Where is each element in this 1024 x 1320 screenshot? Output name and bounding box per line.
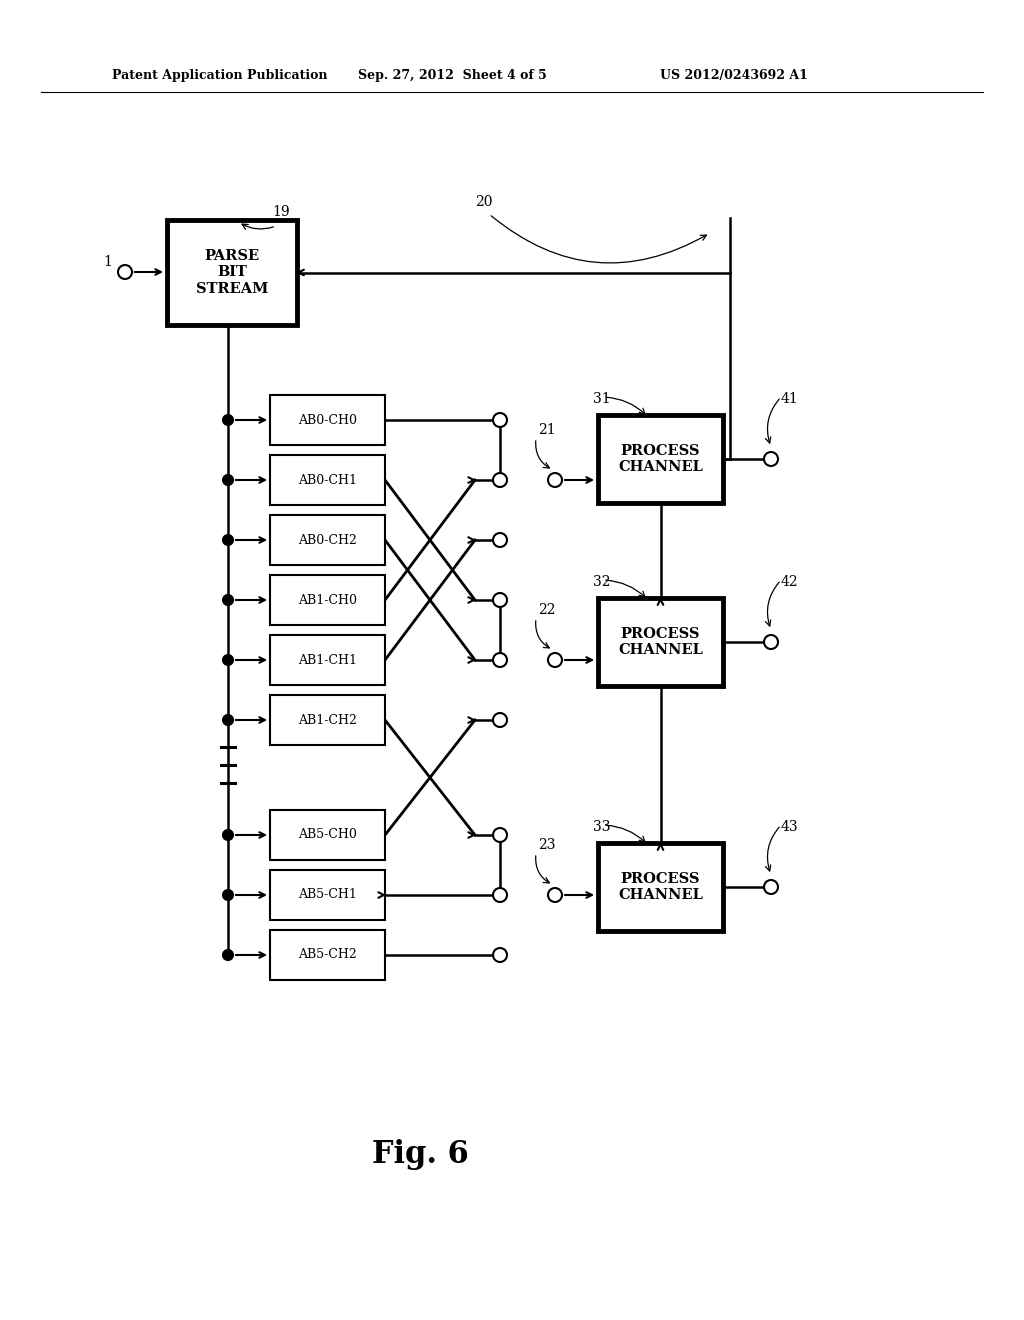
Circle shape: [223, 830, 233, 840]
Bar: [270, 635, 385, 685]
Bar: [598, 843, 723, 931]
Text: 22: 22: [538, 603, 555, 616]
Circle shape: [765, 453, 777, 465]
Text: PROCESS
CHANNEL: PROCESS CHANNEL: [618, 627, 702, 657]
Circle shape: [223, 414, 233, 425]
Circle shape: [494, 949, 506, 961]
Circle shape: [549, 890, 561, 902]
Text: 33: 33: [593, 820, 610, 834]
Text: PROCESS
CHANNEL: PROCESS CHANNEL: [618, 444, 702, 474]
Bar: [598, 598, 723, 686]
Circle shape: [494, 829, 506, 841]
Circle shape: [549, 474, 561, 486]
Text: 32: 32: [593, 576, 610, 589]
Circle shape: [494, 474, 506, 486]
Circle shape: [119, 267, 131, 279]
Bar: [270, 931, 385, 979]
Text: AB5-CH1: AB5-CH1: [298, 888, 357, 902]
Text: AB5-CH0: AB5-CH0: [298, 829, 357, 842]
Text: US 2012/0243692 A1: US 2012/0243692 A1: [660, 69, 808, 82]
Text: AB1-CH2: AB1-CH2: [298, 714, 357, 726]
Bar: [270, 455, 385, 506]
Circle shape: [223, 535, 233, 545]
Text: 23: 23: [538, 838, 555, 851]
Bar: [270, 696, 385, 744]
Text: AB1-CH1: AB1-CH1: [298, 653, 357, 667]
Bar: [167, 220, 297, 325]
Text: 31: 31: [593, 392, 610, 407]
Text: 19: 19: [272, 205, 290, 219]
Circle shape: [494, 414, 506, 426]
Bar: [270, 576, 385, 624]
Text: AB5-CH2: AB5-CH2: [298, 949, 357, 961]
Bar: [270, 870, 385, 920]
Circle shape: [549, 653, 561, 667]
Circle shape: [494, 535, 506, 546]
Text: AB1-CH0: AB1-CH0: [298, 594, 357, 606]
Text: AB0-CH0: AB0-CH0: [298, 413, 357, 426]
Text: 43: 43: [781, 820, 799, 834]
Circle shape: [494, 714, 506, 726]
Bar: [270, 395, 385, 445]
Circle shape: [223, 655, 233, 665]
Bar: [270, 515, 385, 565]
Circle shape: [765, 880, 777, 892]
Text: 42: 42: [781, 576, 799, 589]
Circle shape: [494, 653, 506, 667]
Bar: [598, 414, 723, 503]
Text: AB0-CH2: AB0-CH2: [298, 533, 357, 546]
Text: 1: 1: [103, 255, 113, 269]
Text: Fig. 6: Fig. 6: [372, 1139, 468, 1171]
Circle shape: [223, 890, 233, 900]
Text: 21: 21: [538, 422, 556, 437]
Text: Patent Application Publication: Patent Application Publication: [112, 69, 328, 82]
Text: 41: 41: [781, 392, 799, 407]
Circle shape: [765, 636, 777, 648]
Circle shape: [223, 475, 233, 484]
Circle shape: [223, 715, 233, 725]
Circle shape: [494, 594, 506, 606]
Text: 20: 20: [475, 195, 493, 209]
Text: AB0-CH1: AB0-CH1: [298, 474, 357, 487]
Text: Sep. 27, 2012  Sheet 4 of 5: Sep. 27, 2012 Sheet 4 of 5: [358, 69, 547, 82]
Bar: [270, 810, 385, 861]
Circle shape: [223, 950, 233, 960]
Text: PROCESS
CHANNEL: PROCESS CHANNEL: [618, 873, 702, 902]
Circle shape: [494, 890, 506, 902]
Text: PARSE
BIT
STREAM: PARSE BIT STREAM: [196, 249, 268, 296]
Circle shape: [223, 595, 233, 605]
